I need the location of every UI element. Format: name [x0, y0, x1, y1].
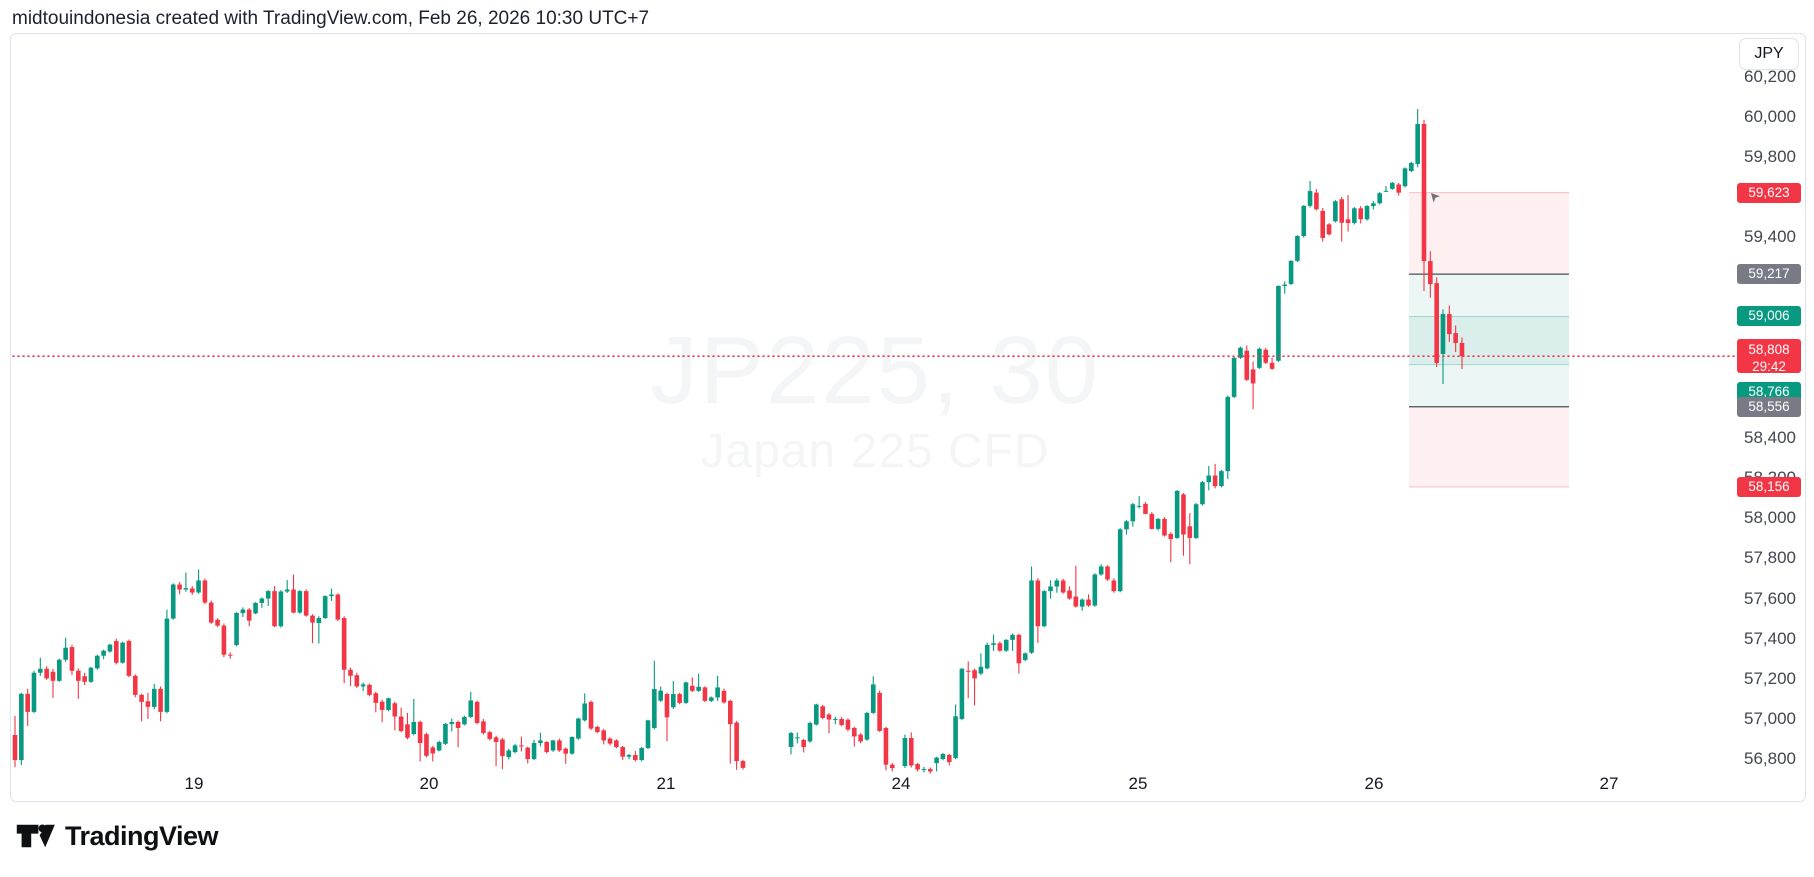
long-profit-zone[interactable]	[1409, 316, 1569, 407]
attribution-text: midtouindonesia created with TradingView…	[12, 8, 650, 29]
time-axis-label: 27	[1599, 774, 1619, 793]
price-axis-label: 58,400	[1744, 428, 1796, 448]
time-axis-label: 20	[419, 774, 439, 793]
price-axis-label: 60,000	[1744, 107, 1796, 126]
price-axis-label: 56,800	[1744, 749, 1796, 769]
price-axis-label: 57,200	[1744, 668, 1796, 688]
tradingview-logo-text: TradingView	[65, 820, 219, 851]
time-axis-label: 24	[891, 774, 911, 793]
price-badge: 58,156	[1737, 476, 1801, 497]
price-axis-label: 60,200	[1744, 66, 1796, 86]
price-badge: 59,006	[1737, 306, 1801, 327]
time-axis-label: 26	[1364, 774, 1384, 793]
long-stop-zone[interactable]	[1409, 406, 1569, 487]
tradingview-logo-icon	[16, 824, 55, 848]
short-stop-zone[interactable]	[1409, 192, 1569, 275]
price-badge: 59,217	[1737, 264, 1801, 285]
chart-frame: JP225, 30 Japan 225 CFD JPY 60,200 60,000…	[10, 33, 1806, 802]
price-badge: 59,623	[1737, 182, 1801, 203]
price-axis-label: 57,400	[1744, 628, 1796, 648]
candlestick-chart-canvas[interactable]	[11, 34, 1803, 799]
price-axis-label: 57,600	[1744, 588, 1796, 608]
time-axis-label: 21	[656, 774, 676, 793]
mouse-cursor-icon	[1431, 193, 1440, 203]
price-badge: 58,808 29:42	[1737, 339, 1801, 374]
price-badge: 58,556	[1737, 396, 1801, 417]
price-axis-label: 59,800	[1744, 147, 1796, 167]
price-axis-label: 59,400	[1744, 227, 1796, 247]
time-axis-label: 19	[184, 774, 204, 793]
currency-toggle-button[interactable]: JPY	[1739, 38, 1799, 70]
price-axis-label: 57,000	[1744, 708, 1796, 728]
price-axis-label: 57,800	[1744, 548, 1796, 568]
price-axis-label: 58,000	[1744, 508, 1796, 528]
time-axis-label: 25	[1128, 774, 1148, 793]
tradingview-logo[interactable]: TradingView	[16, 820, 219, 852]
